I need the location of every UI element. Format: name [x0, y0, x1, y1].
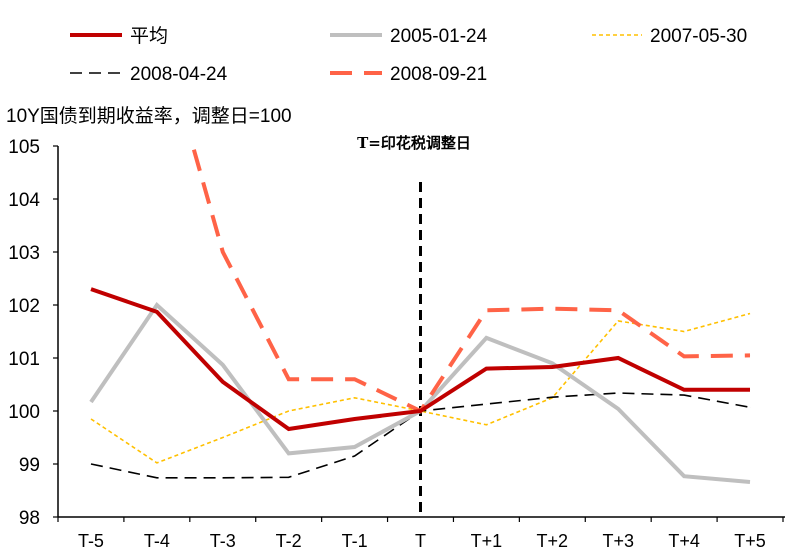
legend-label: 2007-05-30 [650, 26, 747, 47]
y-tick-label: 99 [19, 455, 40, 476]
legend-label: 平均 [130, 25, 168, 47]
y-tick-label: 104 [8, 190, 40, 211]
y-tick-label: 101 [8, 349, 40, 370]
legend-item: 2005-01-24 [330, 26, 488, 47]
legend-label: 2005-01-24 [390, 26, 488, 47]
y-tick-label: 98 [19, 508, 40, 529]
legend-item: 2008-04-24 [70, 64, 228, 85]
x-tick-label: T-4 [144, 531, 170, 551]
x-tick-label: T+2 [537, 531, 569, 551]
y-tick-label: 105 [8, 137, 40, 158]
legend-item: 2008-09-21 [330, 64, 487, 85]
x-tick-label: T+4 [668, 531, 700, 551]
annotation-label: T=印花税调整日 [357, 134, 471, 152]
x-tick-label: T+1 [471, 531, 503, 551]
x-tick-label: T-5 [78, 531, 104, 551]
x-tick-label: T+3 [602, 531, 634, 551]
legend-label: 2008-09-21 [390, 64, 487, 85]
x-tick-label: T [415, 531, 426, 551]
series-line-2008-04-24 [91, 393, 750, 478]
y-tick-label: 100 [8, 402, 40, 423]
x-tick-label: T-1 [342, 531, 368, 551]
x-tick-label: T-2 [276, 531, 302, 551]
legend-item: 2007-05-30 [592, 26, 747, 47]
legend-item: 平均 [70, 25, 168, 47]
legend: 平均 2005-01-24 2007-05-30 2008-04-24 2008-09-… [70, 25, 747, 85]
x-tick-label: T-3 [210, 531, 236, 551]
y-tick-label: 102 [8, 296, 40, 317]
y-tick-label: 103 [8, 243, 40, 264]
y-axis-label: 10Y国债到期收益率，调整日=100 [6, 105, 292, 127]
x-tick-label: T+5 [734, 531, 766, 551]
legend-label: 2008-04-24 [130, 64, 228, 85]
